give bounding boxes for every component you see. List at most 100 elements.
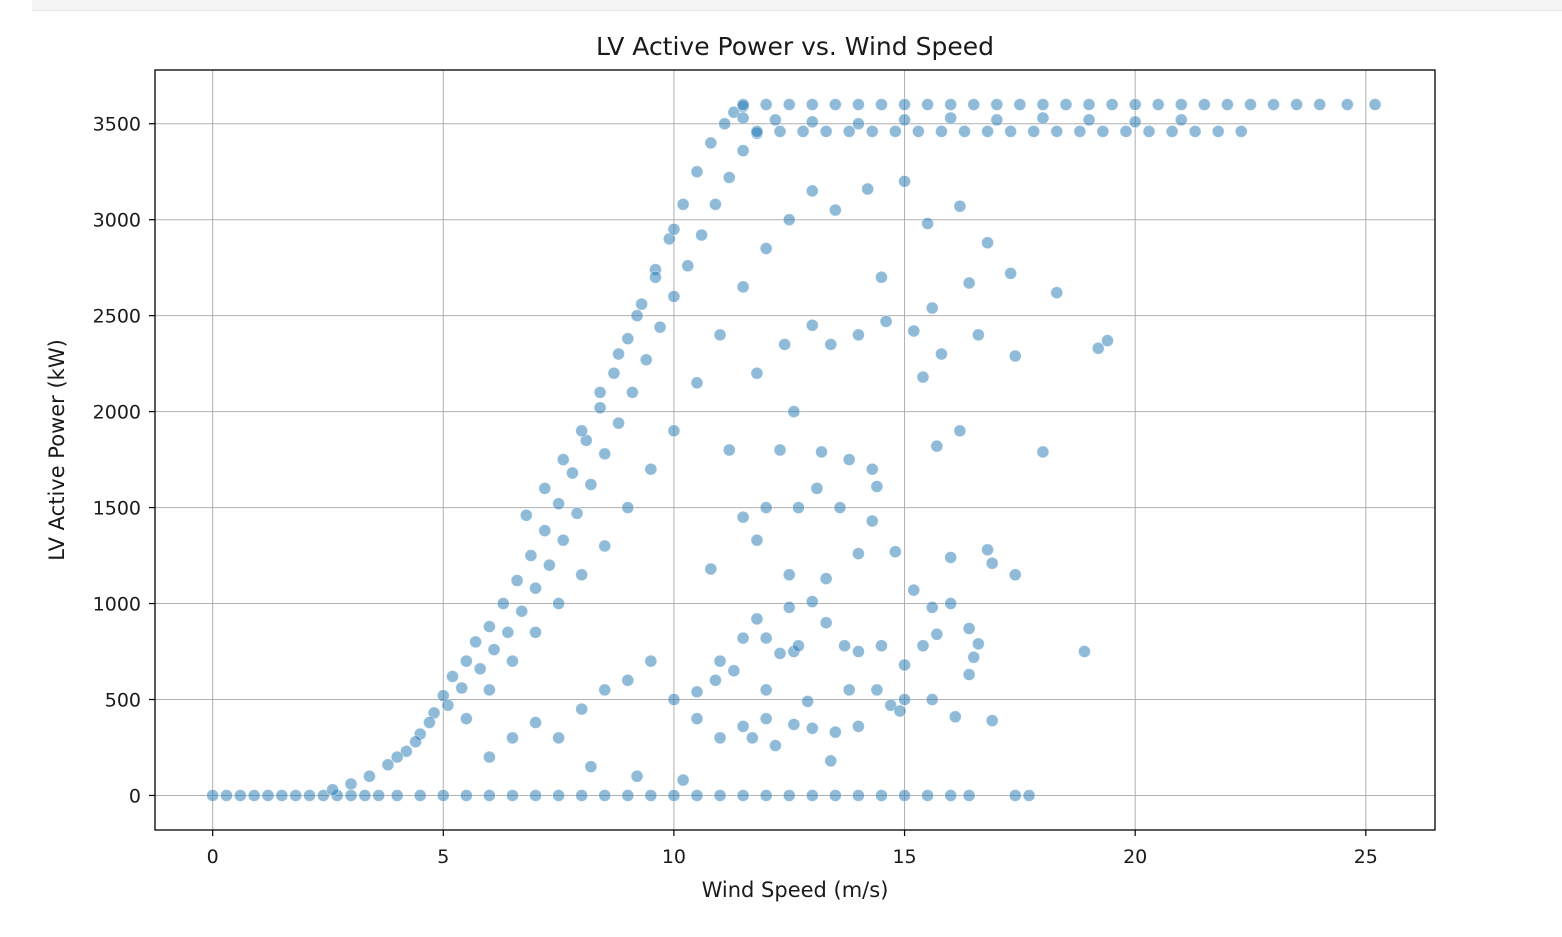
scatter-point [759,631,773,645]
scatter-point [805,721,819,735]
scatter-point [483,750,496,764]
scatter-point [759,242,773,255]
scatter-point [423,716,436,729]
scatter-point [667,290,681,303]
scatter-point [1340,98,1354,111]
scatter-point [805,115,819,129]
scatter-point [930,627,944,641]
scatter-point [944,597,958,610]
scatter-point [768,739,782,752]
y-tick-label: 3500 [93,114,141,136]
scatter-point [944,789,958,802]
scatter-point [483,789,496,802]
scatter-point [566,466,579,480]
x-tick-label: 0 [207,846,219,868]
scatter-point [358,789,372,802]
y-tick-label: 1500 [93,498,141,520]
scatter-point [750,612,764,626]
scatter-point [676,773,690,787]
scatter-point [690,165,704,179]
scatter-point [907,583,921,597]
scatter-point [838,639,851,653]
scatter-point [990,98,1004,111]
scatter-point [524,549,538,562]
scatter-point [773,125,787,138]
scatter-point [759,683,773,697]
scatter-point [981,125,994,138]
scatter-point [792,639,805,653]
scatter-point [935,347,948,361]
scatter-point [1105,98,1119,111]
scatter-point [644,789,658,802]
scatter-point [828,725,842,739]
scatter-point [644,654,658,668]
scatter-point [787,718,801,731]
scatter-point [552,497,566,511]
scatter-point [1073,125,1087,138]
scatter-point [501,625,515,639]
scatter-point [220,789,233,802]
scatter-point [612,416,625,430]
scatter-point [1290,98,1304,111]
scatter-point [1036,98,1050,111]
scatter-point [833,501,847,514]
scatter-point [921,789,935,802]
notebook-cell-toolbar [32,0,1562,11]
scatter-point [667,789,681,802]
scatter-point [898,693,911,706]
scatter-point [635,297,649,311]
scatter-point [778,338,792,351]
scatter-point [713,328,727,342]
y-axis-label: LV Active Power (kW) [45,339,69,561]
scatter-point [907,324,921,338]
scatter-point [727,105,741,119]
scatter-point [649,270,662,284]
scatter-point [759,98,773,111]
scatter-point [676,197,690,211]
scatter-point [593,386,607,399]
scatter-point [727,664,741,678]
scatter-point [916,639,930,653]
scatter-point [852,547,865,561]
scatter-point [496,597,510,610]
scatter-point [1096,125,1110,138]
scatter-point [962,622,976,635]
scatter-point [1004,267,1018,280]
scatter-point [459,789,473,802]
scatter-point [506,731,519,745]
scatter-point [870,480,884,493]
scatter-point [736,111,750,125]
scatter-point [455,681,469,695]
scatter-point [921,217,935,230]
scatter-point [736,719,750,733]
scatter-point [316,789,330,802]
scatter-point [667,693,681,706]
scatter-point [1151,98,1165,111]
x-tick-label: 5 [437,846,449,868]
scatter-point [759,789,773,802]
scatter-point [621,673,635,687]
scatter-point [1036,445,1050,459]
scatter-point [1188,125,1202,138]
scatter-point [1101,334,1114,348]
scatter-point [801,695,815,708]
scatter-point [704,562,718,576]
scatter-point [1013,98,1027,111]
scatter-point [1004,125,1018,138]
scatter-point [948,710,962,724]
scatter-points [206,98,1382,802]
scatter-point [810,481,824,495]
scatter-point [911,125,925,138]
scatter-point [506,654,519,668]
scatter-point [805,184,819,198]
scatter-point [962,668,976,681]
scatter-point [303,789,316,802]
scatter-point [598,447,612,461]
scatter-point [690,789,704,802]
scatter-point [1008,568,1022,582]
scatter-point [639,353,653,367]
scatter-point [713,789,727,802]
scatter-point [233,789,247,802]
scatter-point [736,789,750,802]
